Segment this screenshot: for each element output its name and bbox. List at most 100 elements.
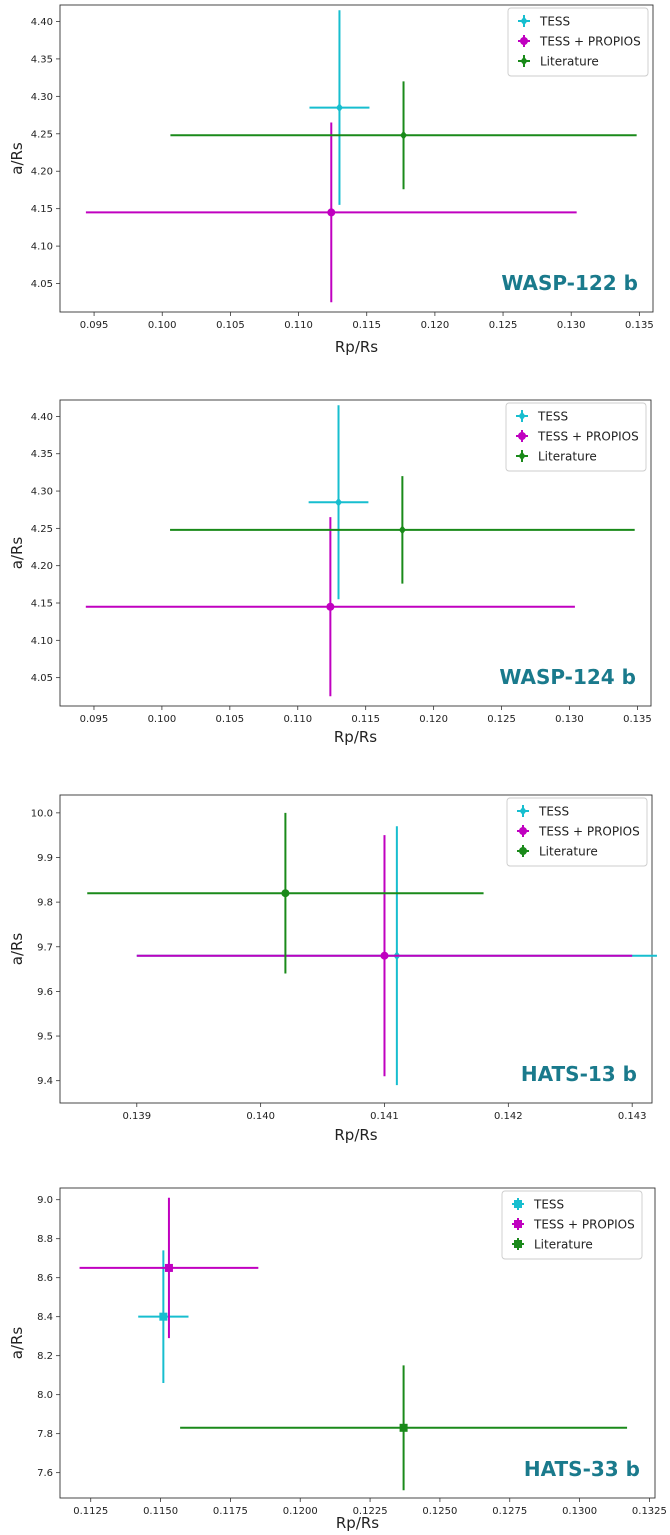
- y-tick-label: 8.8: [37, 1234, 53, 1245]
- y-axis-label: a/Rs: [8, 933, 26, 966]
- legend: TESS TESS + PROPIOS Literature: [501, 1190, 643, 1260]
- x-tick-label: 0.130: [557, 320, 586, 331]
- x-tick-label: 0.1150: [143, 1506, 178, 1517]
- y-tick-label: 4.05: [31, 673, 53, 684]
- series-tess-propios: [85, 517, 575, 697]
- x-tick-label: 0.115: [352, 320, 381, 331]
- legend-box: [501, 1190, 643, 1260]
- x-tick-label: 0.1225: [353, 1506, 388, 1517]
- y-tick-label: 9.6: [37, 987, 53, 998]
- legend-marker: [514, 1220, 522, 1228]
- y-axis-label: a/Rs: [8, 537, 26, 570]
- legend-item: Literature: [516, 450, 597, 464]
- series-tess: [138, 1250, 189, 1383]
- y-tick-label: 9.8: [37, 898, 53, 909]
- x-tick-label: 0.1250: [422, 1506, 457, 1517]
- y-tick-label: 8.4: [37, 1312, 53, 1323]
- x-tick-label: 0.100: [148, 320, 177, 331]
- chart-hats-13b: 0.139 0.140 0.141 0.142 0.143 9.4 9.5 9.6 9.7 9.8…: [8, 794, 657, 1144]
- legend-box: [506, 797, 648, 867]
- y-tick-label: 8.2: [37, 1351, 53, 1362]
- x-tick-label: 0.115: [351, 714, 380, 725]
- x-tick-label: 0.140: [246, 1111, 275, 1122]
- panel-label: WASP-122 b: [501, 271, 638, 295]
- y-tick-label: 4.10: [31, 242, 53, 253]
- y-axis-label: a/Rs: [8, 1327, 26, 1360]
- legend-marker: [520, 37, 528, 45]
- chart-wasp-122b: 0.095 0.100 0.105 0.110 0.115 0.120 0.125 0.130…: [8, 4, 654, 356]
- data-point: [380, 951, 389, 960]
- legend-marker: [514, 1200, 522, 1208]
- series-tess-propios: [85, 122, 577, 303]
- legend-marker: [520, 56, 528, 66]
- y-tick-label: 9.7: [37, 942, 53, 953]
- data-point: [400, 130, 408, 140]
- chart-panel-hats-33b: 0.1125 0.1150 0.1175 0.1200 0.1225 0.1250 0.12…: [0, 1180, 670, 1535]
- y-tick-label: 10.0: [31, 808, 53, 819]
- legend-box: [507, 7, 649, 77]
- x-tick-label: 0.1325: [632, 1506, 667, 1517]
- y-tick-label: 4.40: [31, 17, 53, 28]
- y-tick-label: 9.0: [37, 1195, 53, 1206]
- legend-item: TESS: [516, 410, 568, 424]
- data-point: [398, 525, 406, 535]
- series-literature: [87, 812, 484, 974]
- panel-label: WASP-124 b: [499, 665, 636, 689]
- x-tick-label: 0.139: [122, 1111, 151, 1122]
- series-literature: [170, 476, 635, 584]
- x-axis-label: Rp/Rs: [335, 338, 378, 356]
- chart-panel-wasp-124b: 0.095 0.100 0.105 0.110 0.115 0.120 0.125 0.130…: [0, 390, 670, 750]
- legend-label: TESS + PROPIOS: [533, 1218, 635, 1232]
- data-point: [159, 1312, 168, 1321]
- legend-marker: [519, 806, 527, 816]
- chart-panel-hats-13b: 0.139 0.140 0.141 0.142 0.143 9.4 9.5 9.6 9.7 9.8…: [0, 785, 670, 1150]
- legend-label: TESS: [533, 1198, 564, 1212]
- legend-item: Literature: [518, 55, 599, 69]
- x-tick-label: 0.125: [487, 714, 516, 725]
- data-point: [327, 208, 336, 217]
- x-tick-label: 0.125: [489, 320, 518, 331]
- data-point: [281, 889, 290, 898]
- legend-marker: [519, 827, 527, 835]
- legend-label: TESS + PROPIOS: [538, 825, 640, 839]
- legend-item: TESS + PROPIOS: [512, 1218, 635, 1232]
- x-axis-label: Rp/Rs: [334, 1126, 377, 1144]
- x-tick-label: 0.135: [623, 714, 652, 725]
- data-point: [335, 103, 343, 113]
- data-point: [164, 1263, 173, 1272]
- legend-label: Literature: [534, 1238, 593, 1252]
- legend-marker: [518, 432, 526, 440]
- y-tick-label: 4.35: [31, 54, 53, 65]
- x-tick-label: 0.1175: [213, 1506, 248, 1517]
- legend-item: TESS + PROPIOS: [517, 825, 640, 839]
- legend-item: TESS + PROPIOS: [516, 430, 639, 444]
- legend-marker: [518, 411, 526, 421]
- legend: TESS TESS + PROPIOS Literature: [505, 402, 647, 472]
- legend-item: TESS + PROPIOS: [518, 35, 641, 49]
- legend-item: TESS: [512, 1198, 564, 1212]
- y-tick-label: 9.5: [37, 1032, 53, 1043]
- y-tick-label: 4.20: [31, 167, 53, 178]
- y-tick-label: 4.25: [31, 129, 53, 140]
- y-tick-label: 4.40: [31, 412, 53, 423]
- y-tick-label: 4.05: [31, 279, 53, 290]
- data-point: [399, 1423, 408, 1432]
- legend-label: TESS: [538, 805, 569, 819]
- series-tess-propios: [79, 1197, 259, 1339]
- x-tick-label: 0.095: [80, 320, 109, 331]
- x-tick-label: 0.1200: [283, 1506, 318, 1517]
- y-tick-label: 4.30: [31, 487, 53, 498]
- legend-item: TESS: [518, 15, 570, 29]
- x-tick-label: 0.1300: [562, 1506, 597, 1517]
- x-tick-label: 0.105: [216, 714, 245, 725]
- legend-item: TESS: [517, 805, 569, 819]
- y-tick-label: 4.20: [31, 561, 53, 572]
- legend-label: Literature: [540, 55, 599, 69]
- y-tick-label: 9.4: [37, 1076, 53, 1087]
- legend-marker: [520, 16, 528, 26]
- series-literature: [170, 81, 637, 190]
- panel-label: HATS-33 b: [524, 1457, 640, 1481]
- data-point: [326, 602, 335, 611]
- x-tick-label: 0.141: [370, 1111, 399, 1122]
- data-point: [335, 497, 343, 507]
